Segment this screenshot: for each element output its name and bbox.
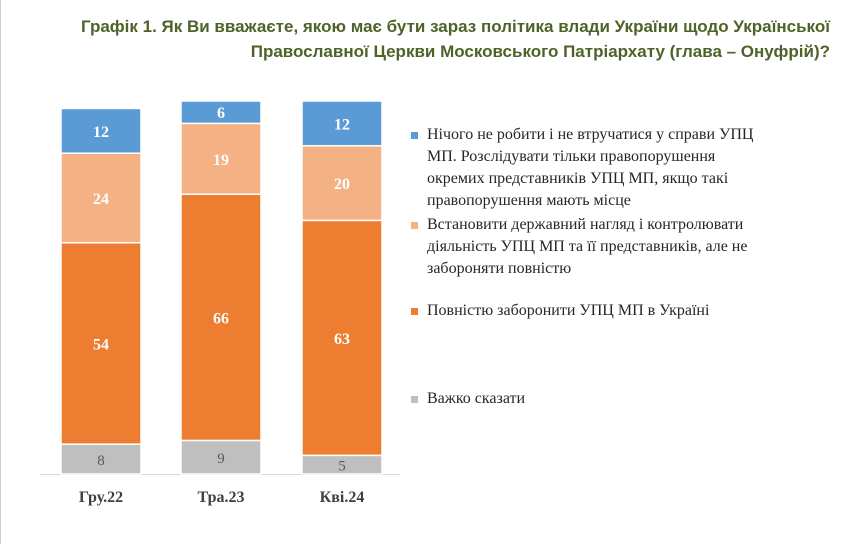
data-label: 63 — [334, 331, 350, 348]
data-label: 6 — [217, 105, 225, 122]
data-label: 8 — [97, 453, 105, 469]
data-label: 20 — [334, 176, 350, 193]
data-label: 5 — [338, 459, 346, 475]
legend-swatch — [411, 222, 418, 229]
data-label: 66 — [213, 310, 229, 327]
bar-segment — [301, 145, 383, 222]
bar-segment — [60, 241, 142, 445]
legend-swatch — [411, 308, 418, 315]
legend-label: Важко сказати — [427, 390, 526, 407]
bar-segment — [301, 219, 383, 457]
data-label: 12 — [93, 124, 109, 141]
x-tick-label: Гру.22 — [79, 489, 123, 506]
x-tick-label: Кві.24 — [320, 489, 365, 506]
bar-segment — [180, 193, 262, 442]
chart-title: Графік 1. Як Ви вважаєте, якою має бути … — [80, 17, 830, 61]
data-label: 9 — [217, 451, 225, 467]
frame-border — [0, 0, 1, 544]
legend-label: Встановити державний нагляд і контролюва… — [427, 216, 748, 277]
legend-swatch — [411, 132, 418, 139]
legend-label: Нічого не робити і не втручатися у справ… — [427, 126, 754, 209]
data-label: 12 — [334, 116, 350, 133]
bar-segment — [60, 107, 142, 154]
data-label: 19 — [213, 152, 229, 169]
data-label: 24 — [93, 191, 109, 208]
legend-label: Повністю заборонити УПЦ МП в Україні — [427, 302, 710, 319]
legend-swatch — [411, 396, 418, 403]
bar-segment — [301, 100, 383, 147]
data-label: 54 — [93, 336, 109, 353]
bar-segment — [180, 439, 262, 475]
bar-segment — [180, 122, 262, 195]
bar-segment — [180, 100, 262, 125]
x-tick-label: Тра.23 — [198, 489, 245, 506]
bar-segment — [60, 152, 142, 244]
